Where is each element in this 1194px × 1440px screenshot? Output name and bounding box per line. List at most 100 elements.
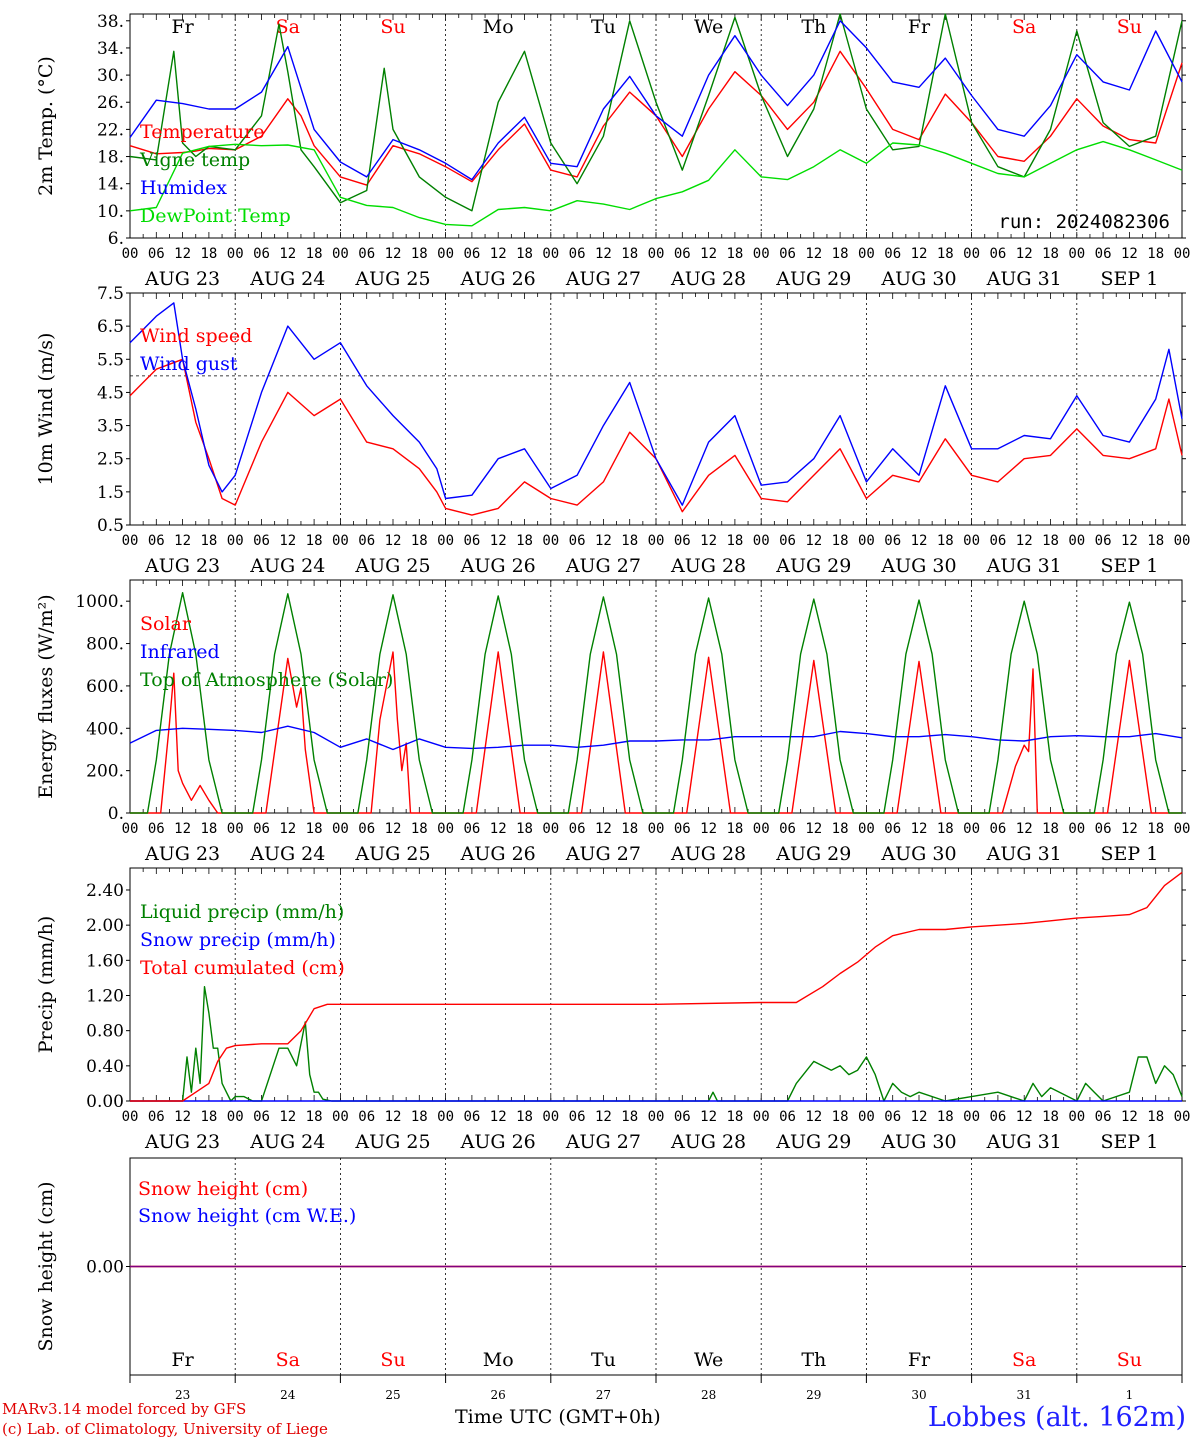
day-number-label: 25: [385, 1388, 400, 1402]
date-label: AUG 24: [249, 268, 325, 290]
legend-entry: Temperature: [140, 121, 264, 143]
date-label: SEP 1: [1100, 1131, 1158, 1153]
panel-4: 0.00 0.40 0.80 1.20 1.60 2.00 2.40 00 06 12 18 00 06…: [35, 867, 1191, 1153]
hour-tick-label: 00: [437, 821, 454, 837]
date-label: AUG 30: [880, 268, 956, 290]
hour-tick-label: 00: [963, 821, 980, 837]
hour-tick-label: 12: [1016, 533, 1033, 549]
hour-tick-label: 18: [200, 1109, 217, 1125]
series-line-wind-gust: [129, 302, 1183, 506]
hour-tick-label: 00: [1174, 533, 1191, 549]
weekday-label: Tu: [591, 16, 616, 38]
hour-tick-label: 00: [332, 821, 349, 837]
hour-tick-label: 06: [463, 533, 480, 549]
hour-tick-label: 12: [279, 246, 296, 262]
hour-tick-label: 18: [1042, 533, 1059, 549]
legend-entry: Wind speed: [140, 325, 252, 347]
panel-5: 0.00 23 24 25 26 27 28 29 30 31 1 Fr Sa Su Mo Tu We Th Fr S…: [35, 1157, 1186, 1402]
weekday-label: Sa: [1012, 16, 1036, 38]
hour-tick-label: 00: [1068, 1109, 1085, 1125]
hour-tick-label: 06: [779, 246, 796, 262]
time-axis-label: Time UTC (GMT+0h): [455, 1406, 661, 1428]
hour-tick-label: 06: [989, 246, 1006, 262]
series-line-temperature: [129, 50, 1183, 186]
hour-tick-label: 00: [753, 821, 770, 837]
day-number-label: 26: [491, 1388, 506, 1402]
y-tick-label: 1.60: [86, 951, 124, 971]
date-label: AUG 26: [460, 843, 536, 865]
date-label: AUG 30: [880, 843, 956, 865]
y-tick-label: 2.00: [86, 916, 124, 936]
hour-tick-label: 06: [569, 821, 586, 837]
hour-tick-label: 06: [463, 1109, 480, 1125]
hour-tick-label: 18: [621, 246, 638, 262]
hour-tick-label: 00: [1068, 246, 1085, 262]
date-label: AUG 23: [144, 555, 220, 577]
y-tick-label: 30.: [97, 66, 124, 86]
date-label: SEP 1: [1100, 268, 1158, 290]
y-tick-label: 0.5: [97, 516, 124, 536]
y-tick-label: 0.40: [86, 1057, 124, 1077]
hour-tick-label: 00: [858, 246, 875, 262]
y-tick-label: 800.: [86, 635, 124, 655]
hour-tick-label: 06: [358, 1109, 375, 1125]
hour-tick-label: 00: [122, 246, 139, 262]
weekday-label: Th: [801, 1349, 826, 1371]
hour-tick-label: 12: [490, 246, 507, 262]
hour-tick-label: 12: [595, 1109, 612, 1125]
hour-tick-label: 12: [805, 533, 822, 549]
day-number-label: 31: [1017, 1388, 1032, 1402]
date-label: AUG 28: [670, 1131, 746, 1153]
y-tick-label: 600.: [86, 677, 124, 697]
y-tick-label: 0.00: [86, 1258, 124, 1278]
date-label: AUG 29: [775, 555, 851, 577]
hour-tick-label: 00: [332, 533, 349, 549]
hour-tick-label: 12: [805, 1109, 822, 1125]
hour-tick-label: 18: [1042, 246, 1059, 262]
hour-tick-label: 00: [1174, 1109, 1191, 1125]
hour-tick-label: 18: [937, 246, 954, 262]
hour-tick-label: 18: [516, 533, 533, 549]
hour-tick-label: 00: [1068, 533, 1085, 549]
hour-tick-label: 18: [306, 533, 323, 549]
y-axis-label: Energy fluxes (W/m²): [35, 594, 57, 798]
panel-3: 0. 200. 400. 600. 800. 1000. 00 06 12 18 00 06 12 18 0…: [35, 579, 1190, 865]
hour-tick-label: 00: [648, 246, 665, 262]
day-number-label: 28: [701, 1388, 716, 1402]
date-label: AUG 27: [565, 555, 641, 577]
hour-tick-label: 18: [937, 533, 954, 549]
hour-tick-label: 12: [1016, 246, 1033, 262]
date-label: AUG 28: [670, 843, 746, 865]
run-label: run: 2024082306: [998, 211, 1170, 233]
date-label: AUG 31: [986, 843, 1062, 865]
hour-tick-label: 12: [700, 1109, 717, 1125]
day-number-label: 23: [175, 1388, 190, 1402]
hour-tick-label: 00: [753, 533, 770, 549]
credit-line-2: (c) Lab. of Climatology, University of L…: [2, 1420, 328, 1438]
hour-tick-label: 06: [989, 821, 1006, 837]
hour-tick-label: 00: [122, 533, 139, 549]
hour-tick-label: 06: [358, 533, 375, 549]
hour-tick-label: 18: [516, 1109, 533, 1125]
station-name: Lobbes (alt. 162m): [927, 1402, 1186, 1433]
hour-tick-label: 00: [858, 1109, 875, 1125]
hour-tick-label: 00: [963, 246, 980, 262]
legend-entry: Snow height (cm W.E.): [138, 1205, 356, 1227]
date-label: AUG 23: [144, 1131, 220, 1153]
hour-tick-label: 06: [989, 1109, 1006, 1125]
hour-tick-label: 06: [884, 1109, 901, 1125]
hour-tick-label: 18: [1042, 1109, 1059, 1125]
weekday-label: Su: [1117, 16, 1142, 38]
hour-tick-label: 06: [1095, 1109, 1112, 1125]
y-tick-label: 1.5: [97, 483, 124, 503]
hour-tick-label: 18: [411, 533, 428, 549]
weekday-label: Fr: [908, 1349, 931, 1371]
panel-2: 0.5 1.5 2.5 3.5 4.5 5.5 6.5 7.5 00 06 12 18 00 06 12 18…: [35, 284, 1190, 577]
hour-tick-label: 18: [937, 821, 954, 837]
hour-tick-label: 00: [542, 1109, 559, 1125]
date-label: AUG 26: [460, 268, 536, 290]
date-label: AUG 25: [354, 268, 430, 290]
y-tick-label: 4.5: [97, 383, 124, 403]
hour-tick-label: 00: [963, 533, 980, 549]
